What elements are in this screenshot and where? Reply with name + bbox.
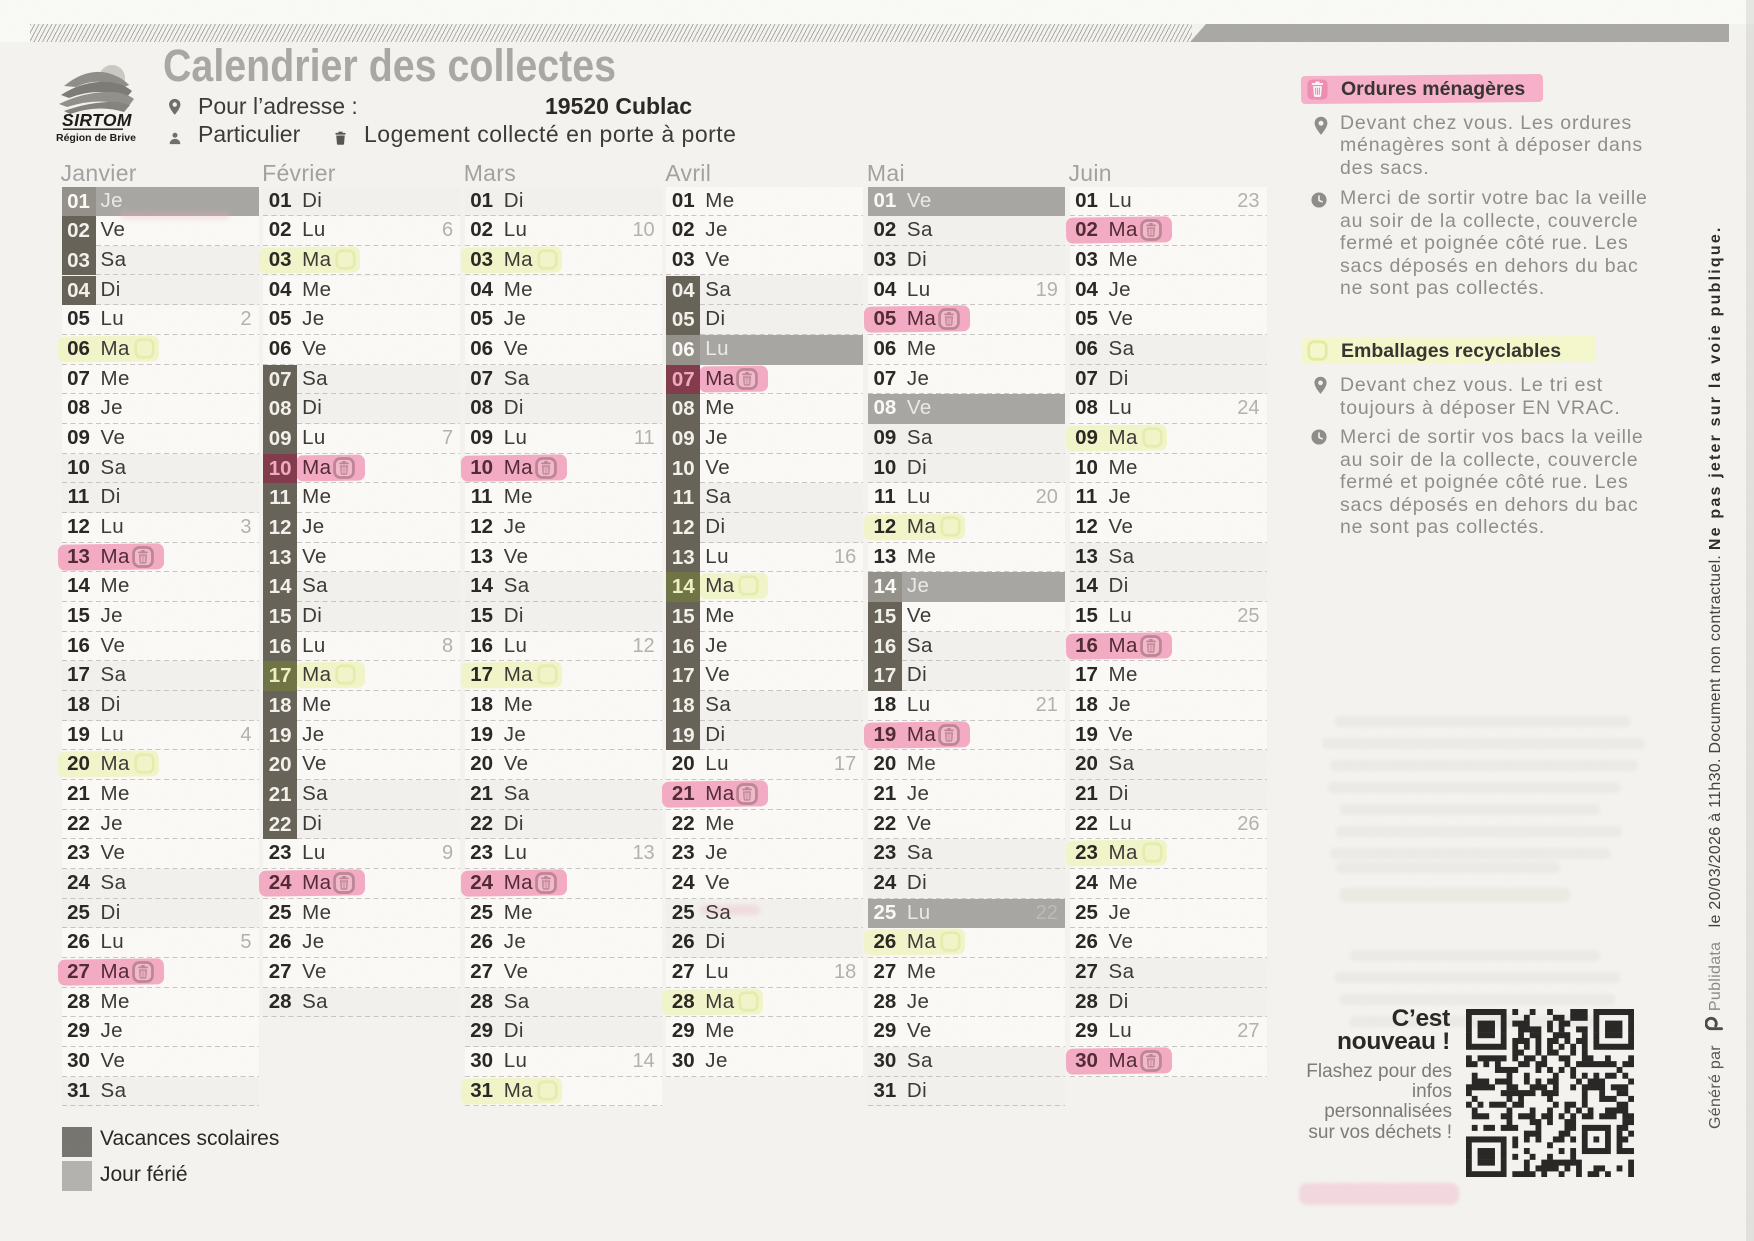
- svg-text:SIRTOM: SIRTOM: [62, 110, 132, 130]
- svg-text:Région de Brive: Région de Brive: [56, 132, 136, 144]
